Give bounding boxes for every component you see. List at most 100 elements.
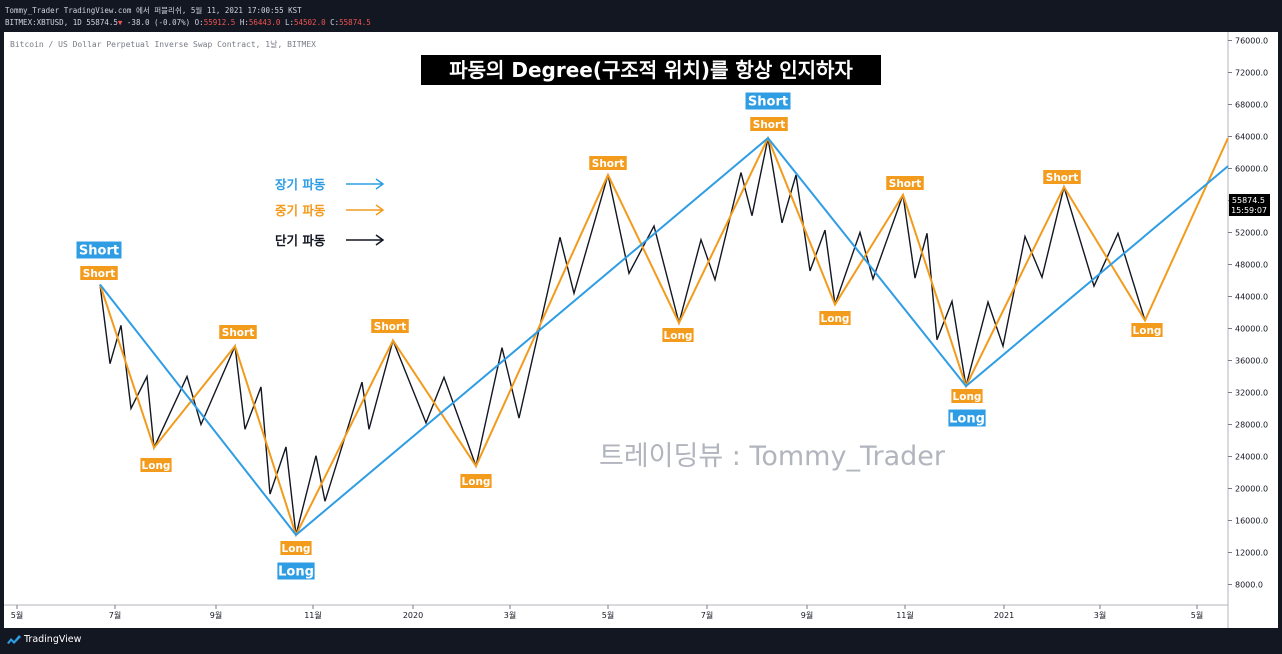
y-tick-label: 44000.0 [1235, 293, 1268, 302]
annotation-label: Short [83, 268, 115, 280]
open-label: O: [194, 18, 204, 27]
countdown-label: 15:59:07 [1231, 206, 1267, 215]
y-tick-label: 76000.0 [1235, 37, 1268, 46]
annotation-label: Short [748, 95, 788, 110]
annotation-box [280, 541, 312, 555]
x-tick-label: 9월 [210, 610, 222, 620]
x-tick-label: 3월 [504, 610, 516, 620]
annotation-box [80, 266, 118, 280]
legend-label: 장기 파동 [275, 177, 326, 192]
high-label: H: [239, 18, 249, 27]
annotation-label: Short [222, 327, 254, 339]
annotation-box [277, 562, 315, 580]
publish-header: Tommy_Trader TradingView.com 에서 퍼블리쉬, 5월… [0, 0, 1282, 32]
x-tick-label: 11월 [896, 610, 914, 620]
annotation-box [589, 156, 627, 170]
annotation-box [460, 474, 492, 488]
x-tick-label: 5월 [1191, 610, 1203, 620]
y-tick-label: 36000.0 [1235, 357, 1268, 366]
y-tick-label: 28000.0 [1235, 421, 1268, 430]
annotation-label: Long [142, 460, 171, 472]
annotation-label: Long [278, 565, 314, 580]
annotation-box [371, 319, 409, 333]
annotations: Short Short Long Short Long Long Short Long Shor… [76, 92, 1163, 580]
footer-bar: TradingView [0, 628, 1282, 654]
annotation-box [948, 409, 986, 427]
annotation-label: Long [282, 543, 311, 555]
ohlc-line: BITMEX:XBTUSD, 1D 55874.5▼ -38.0 (-0.07%… [5, 18, 371, 27]
time-axis[interactable]: 5월 7월 9월 11월 2020 3월 5월 7월 9월 11월 2021 3월 5월 [11, 605, 1203, 620]
y-tick-label: 24000.0 [1235, 453, 1268, 462]
chart-title-box: 파동의 Degree(구조적 위치)를 항상 인지하자 [421, 55, 881, 85]
annotation-box [1043, 170, 1081, 184]
y-tick-label: 48000.0 [1235, 261, 1268, 270]
chart-panel[interactable] [4, 32, 1278, 628]
annotation-label: Long [821, 313, 850, 325]
annotation-label: Long [664, 330, 693, 342]
annotation-box [662, 328, 694, 342]
annotation-label: Short [79, 244, 119, 259]
annotation-label: Short [374, 321, 406, 333]
annotation-label: Long [462, 476, 491, 488]
series-line-short [99, 137, 1146, 536]
last-price-box [1229, 194, 1270, 216]
high-value: 56443.0 [248, 18, 281, 27]
annotation-box [1131, 323, 1163, 337]
annotation-label: Short [889, 178, 921, 190]
x-tick-label: 5월 [11, 610, 23, 620]
tradingview-logo-icon[interactable] [6, 633, 22, 647]
series-line-long [99, 136, 1229, 537]
legend-arrow-head [375, 204, 385, 216]
low-label: L: [284, 18, 294, 27]
x-tick-label: 2020 [403, 611, 423, 620]
price-axis[interactable]: 8000.0 12000.0 16000.0 20000.0 24000.0 28000.… [1228, 37, 1268, 590]
annotation-label: Short [592, 158, 624, 170]
open-value: 55912.5 [203, 18, 236, 27]
x-tick-label: 5월 [602, 610, 614, 620]
brand-name[interactable]: TradingView [24, 634, 82, 645]
legend-label: 중기 파동 [275, 203, 326, 218]
x-tick-label: 2021 [994, 611, 1014, 620]
y-tick-label: 72000.0 [1235, 69, 1268, 78]
annotation-box [140, 458, 172, 472]
annotation-box [886, 176, 924, 190]
watermark: 트레이딩뷰 : Tommy_Trader [599, 441, 946, 472]
series-line-mid [99, 135, 1229, 538]
annotation-label: Long [949, 412, 985, 427]
y-tick-label: 60000.0 [1235, 165, 1268, 174]
y-tick-label: 16000.0 [1235, 517, 1268, 526]
y-tick-label: 12000.0 [1235, 549, 1268, 558]
annotation-box [219, 325, 257, 339]
legend-arrow-head [375, 234, 385, 246]
last-price-label: 55874.5 [1232, 196, 1265, 205]
legend-label: 단기 파동 [275, 233, 326, 248]
annotation-box [951, 389, 983, 403]
symbol-price: BITMEX:XBTUSD, 1D 55874.5 [5, 18, 118, 27]
last-price-marker: 55874.5 15:59:07 [1229, 194, 1270, 216]
annotation-box [745, 92, 791, 110]
annotation-box [76, 241, 122, 259]
series-layer [99, 135, 1229, 538]
annotation-label: Long [1133, 325, 1162, 337]
x-tick-label: 11월 [304, 610, 322, 620]
y-tick-label: 32000.0 [1235, 389, 1268, 398]
y-tick-label: 68000.0 [1235, 101, 1268, 110]
x-tick-label: 7월 [701, 610, 713, 620]
x-tick-label: 9월 [801, 610, 813, 620]
annotation-box [819, 311, 851, 325]
publish-info: Tommy_Trader TradingView.com 에서 퍼블리쉬, 5월… [5, 6, 302, 15]
down-arrow-icon: ▼ [117, 18, 123, 27]
y-tick-label: 52000.0 [1235, 229, 1268, 238]
x-tick-label: 3월 [1094, 610, 1106, 620]
low-value: 54502.0 [294, 18, 326, 27]
x-tick-label: 7월 [109, 610, 121, 620]
y-tick-label: 8000.0 [1235, 581, 1263, 590]
annotation-box [750, 117, 788, 131]
annotation-label: Short [753, 119, 785, 131]
annotation-label: Short [1046, 172, 1078, 184]
legend-arrow-head [375, 178, 385, 190]
close-value: 55874.5 [339, 18, 371, 27]
y-tick-label: 20000.0 [1235, 485, 1268, 494]
